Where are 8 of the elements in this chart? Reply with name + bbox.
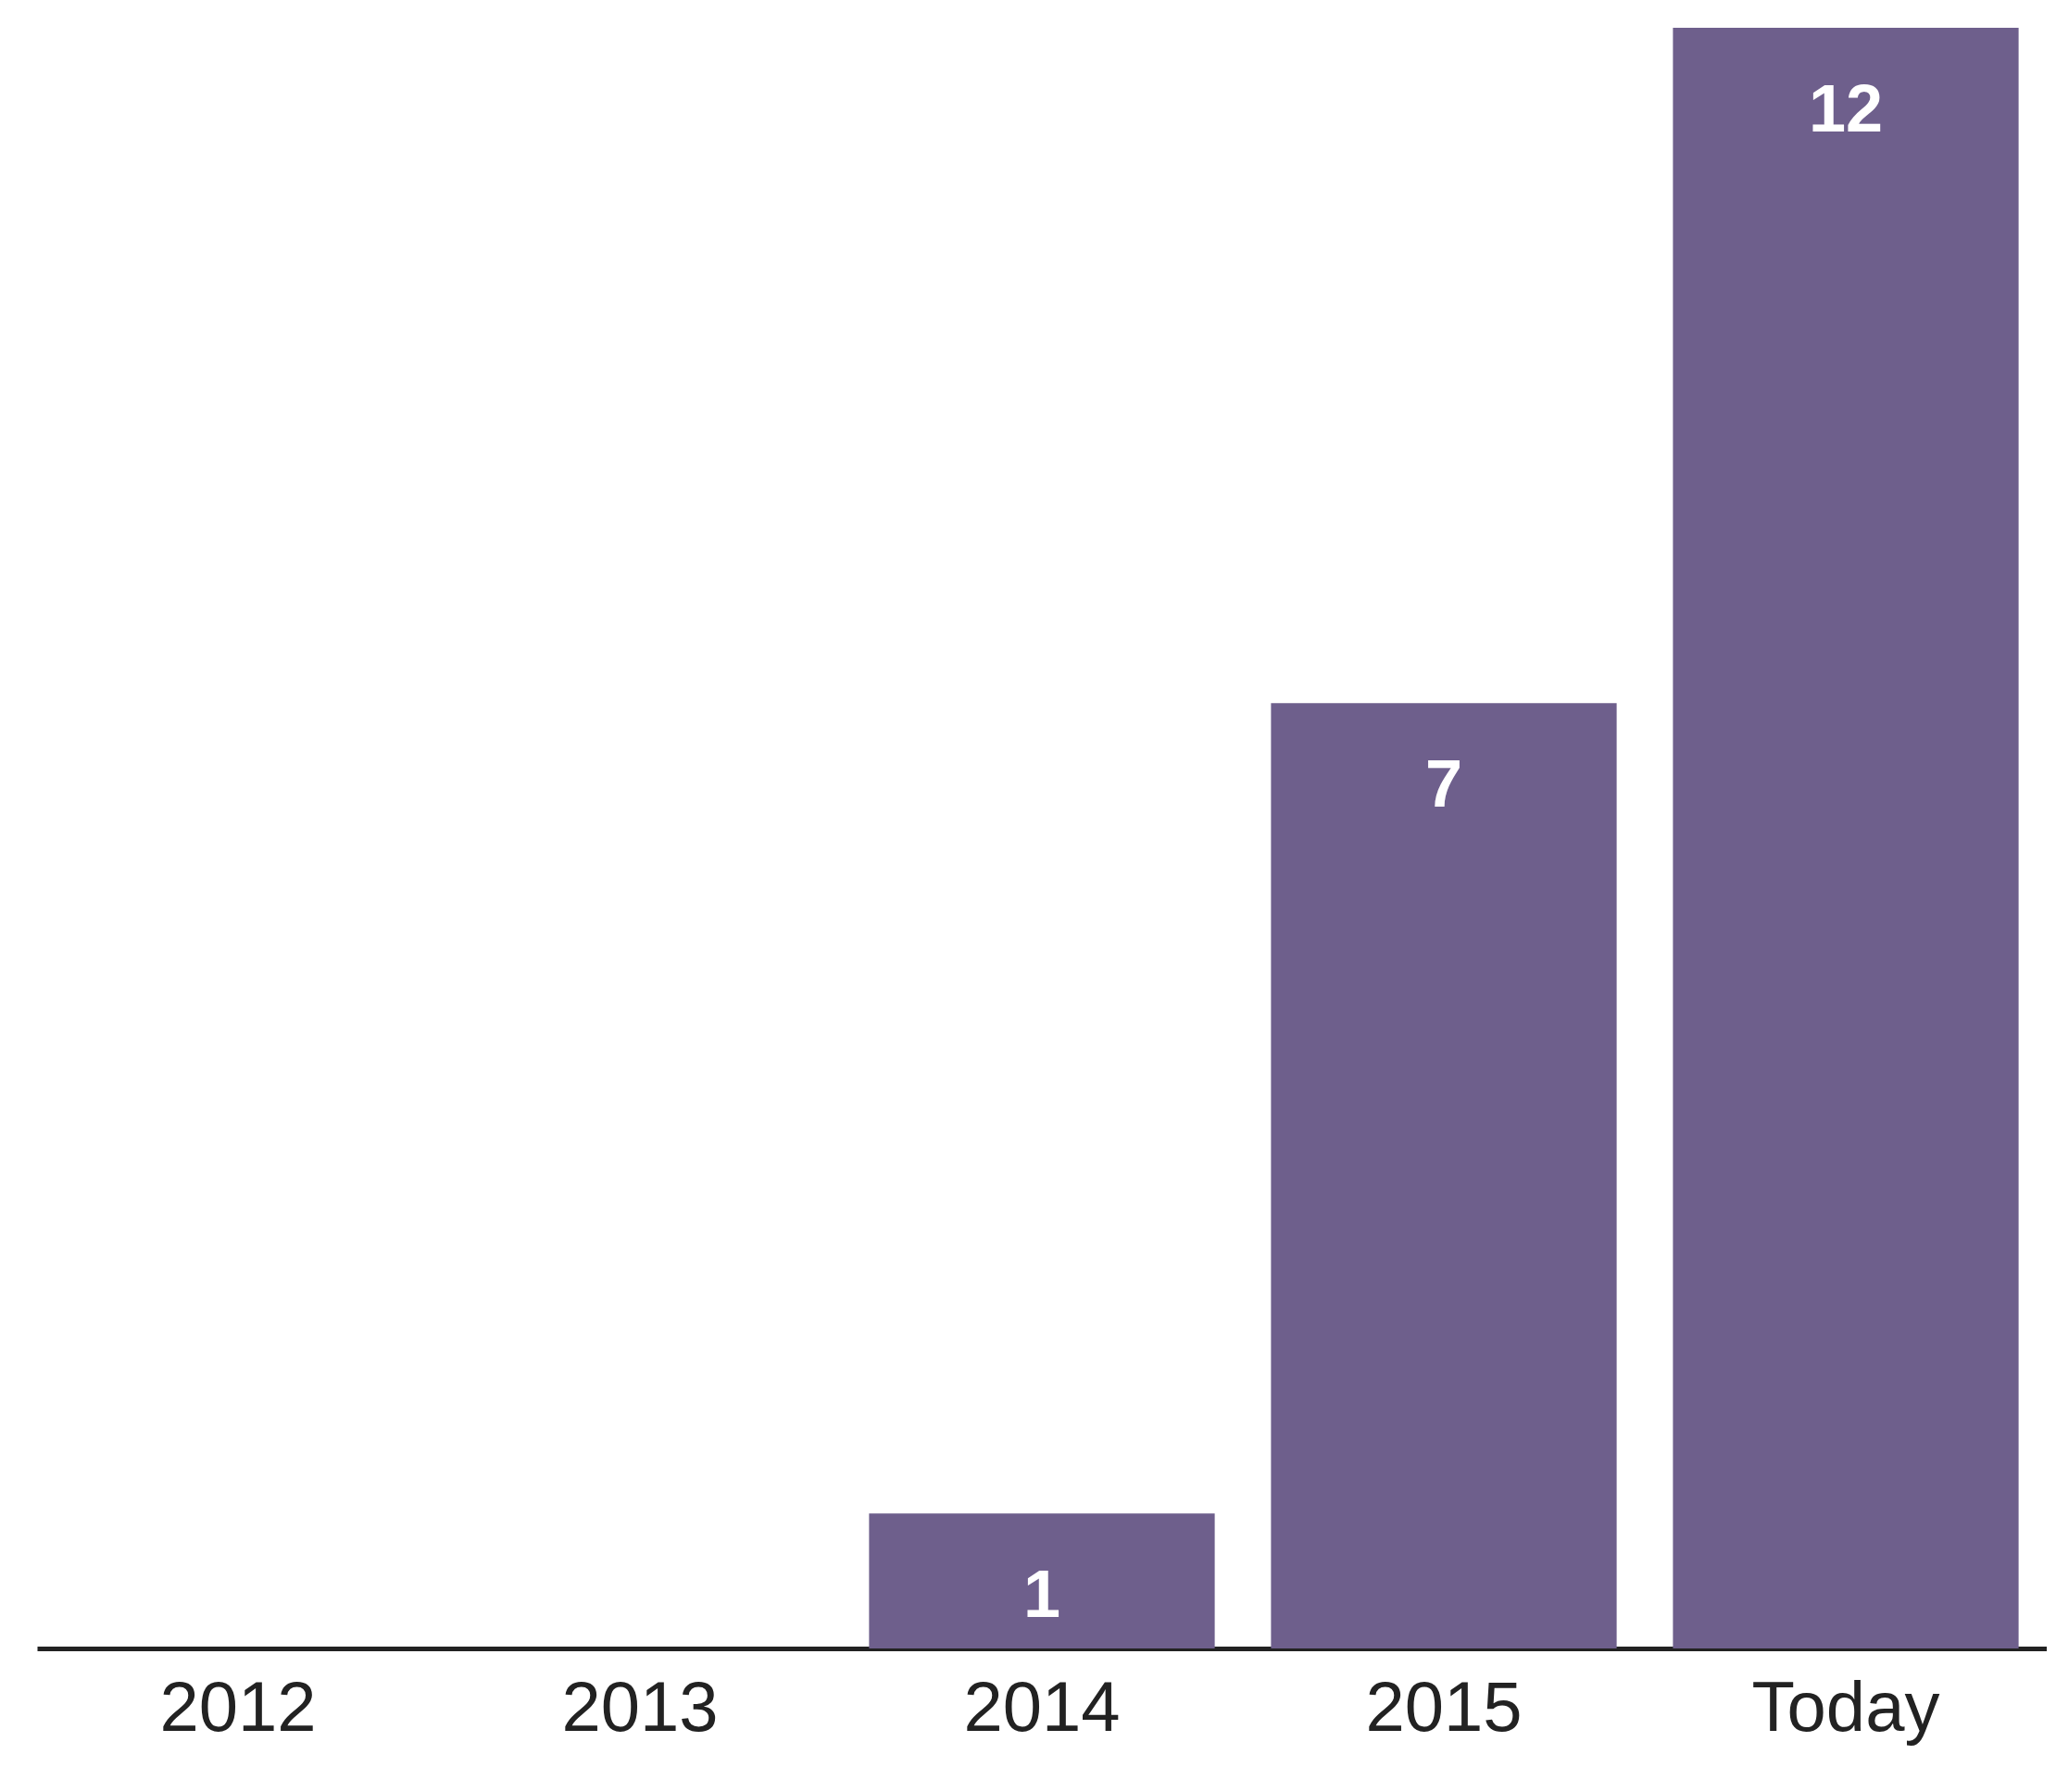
x-tick-label: 2012 — [159, 1666, 317, 1746]
x-tick-label: 2013 — [561, 1666, 719, 1746]
x-tick-label: 2015 — [1365, 1666, 1523, 1746]
data-label: 7 — [1424, 746, 1463, 821]
x-tick-label: 2014 — [963, 1666, 1121, 1746]
data-label: 12 — [1808, 71, 1884, 145]
data-label: 1 — [1022, 1557, 1061, 1632]
x-tick-label: Today — [1751, 1666, 1940, 1746]
